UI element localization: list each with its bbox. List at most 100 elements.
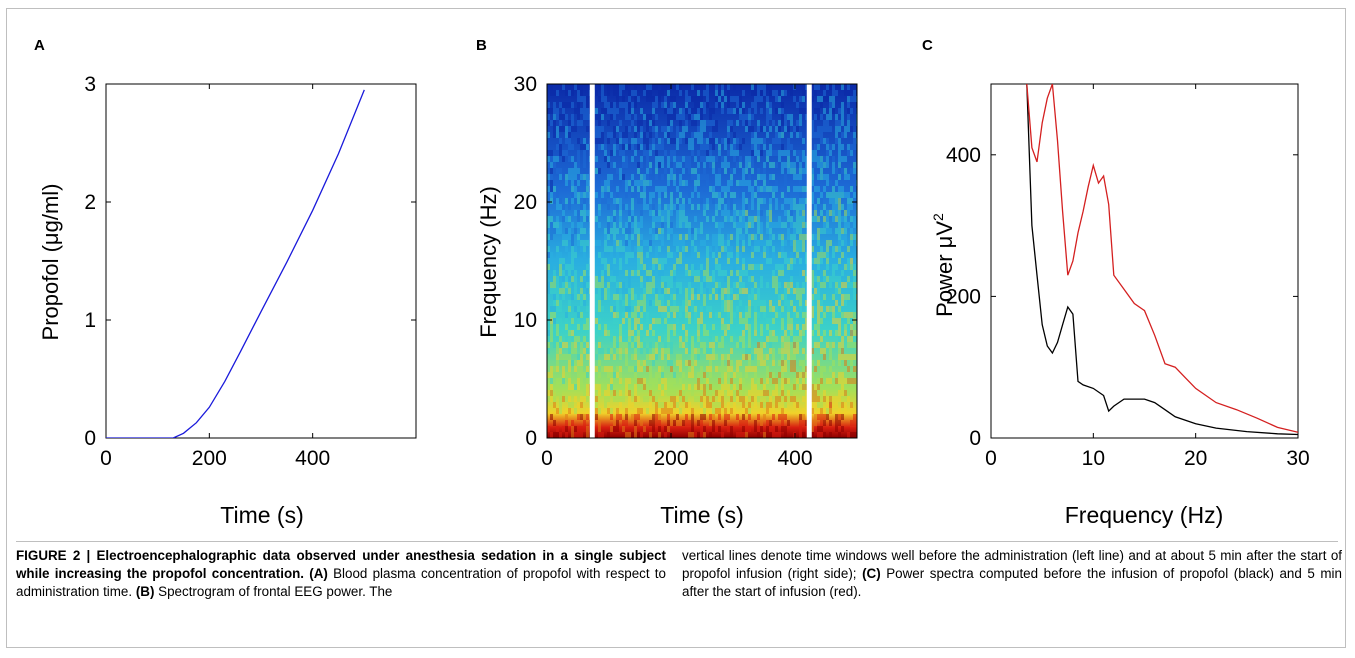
spectrogram-cell: [664, 306, 667, 312]
spectrogram-cell: [703, 372, 706, 378]
spectrogram-cell: [640, 348, 643, 354]
spectrogram-cell: [661, 276, 664, 282]
spectrogram-cell: [637, 336, 640, 342]
spectrogram-cell: [694, 132, 697, 138]
spectrogram-cell: [799, 330, 802, 336]
spectrogram-cell: [655, 210, 658, 216]
spectrogram-cell: [661, 282, 664, 288]
spectrogram-cell: [841, 378, 844, 384]
spectrogram-cell: [793, 204, 796, 210]
spectrogram-cell: [727, 90, 730, 96]
spectrogram-cell: [619, 342, 622, 348]
spectrogram-cell: [805, 198, 808, 204]
spectrogram-cell: [844, 192, 847, 198]
spectrogram-cell: [577, 240, 580, 246]
spectrogram-cell: [805, 396, 808, 402]
spectrogram-cell: [676, 198, 679, 204]
spectrogram-cell: [814, 414, 817, 420]
spectrogram-cell: [565, 396, 568, 402]
spectrogram-cell: [661, 126, 664, 132]
spectrogram-cell: [718, 174, 721, 180]
spectrogram-cell: [679, 282, 682, 288]
spectrogram-cell: [649, 114, 652, 120]
spectrogram-cell: [637, 198, 640, 204]
spectrogram-cell: [607, 120, 610, 126]
spectrogram-cell: [850, 420, 853, 426]
spectrogram-cell: [847, 150, 850, 156]
spectrogram-cell: [643, 132, 646, 138]
spectrogram-cell: [712, 126, 715, 132]
spectrogram-cell: [805, 156, 808, 162]
spectrogram-cell: [676, 282, 679, 288]
spectrogram-cell: [841, 168, 844, 174]
spectrogram-cell: [691, 204, 694, 210]
spectrogram-cell: [721, 138, 724, 144]
spectrogram-cell: [787, 228, 790, 234]
spectrogram-cell: [604, 276, 607, 282]
spectrogram-cell: [814, 390, 817, 396]
spectrogram-cell: [802, 240, 805, 246]
spectrogram-cell: [793, 312, 796, 318]
spectrogram-cell: [616, 84, 619, 90]
spectrogram-cell: [721, 354, 724, 360]
spectrogram-cell: [718, 414, 721, 420]
spectrogram-cell: [574, 246, 577, 252]
spectrogram-cell: [625, 156, 628, 162]
spectrogram-cell: [703, 390, 706, 396]
spectrogram-cell: [649, 144, 652, 150]
spectrogram-cell: [652, 276, 655, 282]
spectrogram-cell: [703, 174, 706, 180]
spectrogram-cell: [802, 168, 805, 174]
spectrogram-cell: [580, 432, 583, 438]
spectrogram-cell: [616, 192, 619, 198]
spectrogram-cell: [736, 228, 739, 234]
spectrogram-cell: [577, 120, 580, 126]
spectrogram-cell: [796, 246, 799, 252]
spectrogram-cell: [634, 102, 637, 108]
spectrogram-cell: [679, 396, 682, 402]
spectrogram-cell: [580, 402, 583, 408]
spectrogram-cell: [784, 126, 787, 132]
spectrogram-cell: [745, 420, 748, 426]
spectrogram-cell: [583, 324, 586, 330]
spectrogram-cell: [568, 132, 571, 138]
spectrogram-cell: [784, 150, 787, 156]
spectrogram-cell: [724, 186, 727, 192]
spectrogram-cell: [670, 204, 673, 210]
spectrogram-cell: [634, 384, 637, 390]
spectrogram-cell: [628, 282, 631, 288]
spectrogram-cell: [727, 312, 730, 318]
spectrogram-cell: [676, 396, 679, 402]
spectrogram-cell: [787, 186, 790, 192]
spectrogram-cell: [838, 276, 841, 282]
spectrogram-cell: [688, 372, 691, 378]
spectrogram-cell: [670, 96, 673, 102]
spectrogram-cell: [628, 102, 631, 108]
spectrogram-cell: [655, 258, 658, 264]
spectrogram-cell: [556, 132, 559, 138]
spectrogram-cell: [811, 120, 814, 126]
spectrogram-cell: [826, 162, 829, 168]
spectrogram-cell: [817, 174, 820, 180]
spectrogram-cell: [751, 300, 754, 306]
spectrogram-cell: [676, 84, 679, 90]
spectrogram-cell: [733, 144, 736, 150]
spectrogram-cell: [628, 180, 631, 186]
spectrogram-cell: [793, 234, 796, 240]
spectrogram-cell: [586, 282, 589, 288]
spectrogram-cell: [727, 252, 730, 258]
panel-b-xlabel: Time (s): [660, 502, 743, 528]
spectrogram-cell: [670, 282, 673, 288]
spectrogram-cell: [649, 354, 652, 360]
spectrogram-cell: [571, 240, 574, 246]
spectrogram-cell: [562, 108, 565, 114]
spectrogram-cell: [730, 180, 733, 186]
spectrogram-cell: [694, 168, 697, 174]
spectrogram-cell: [625, 360, 628, 366]
spectrogram-cell: [583, 300, 586, 306]
spectrogram-cell: [667, 414, 670, 420]
spectrogram-cell: [751, 234, 754, 240]
spectrogram-cell: [817, 318, 820, 324]
spectrogram-cell: [811, 180, 814, 186]
spectrogram-cell: [847, 294, 850, 300]
